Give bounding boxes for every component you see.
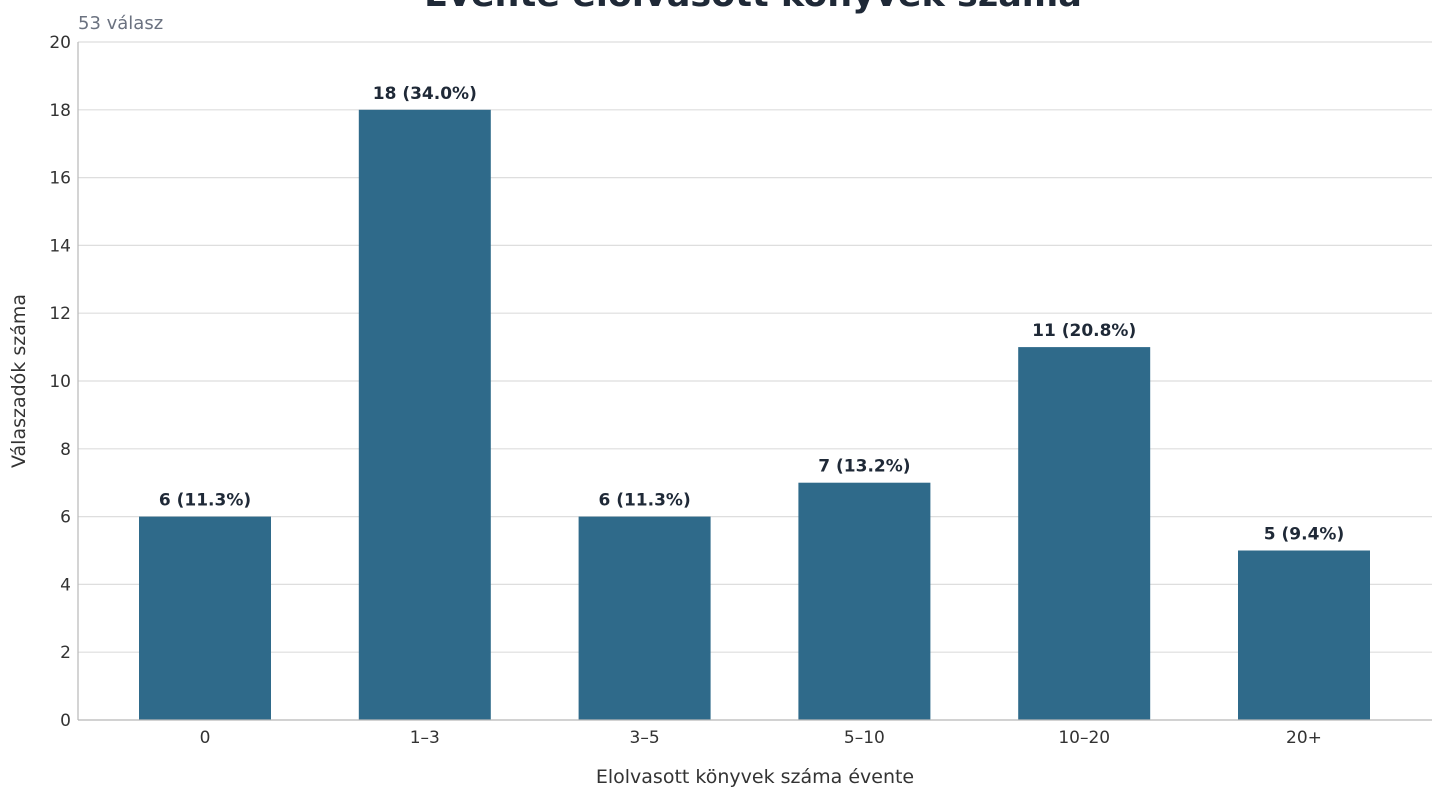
y-tick-label: 2 xyxy=(60,643,71,663)
y-tick-label: 18 xyxy=(49,101,71,121)
y-tick-label: 16 xyxy=(49,169,71,189)
x-tick-label: 0 xyxy=(200,728,211,748)
data-label: 5 (9.4%) xyxy=(1264,525,1344,545)
axes xyxy=(77,42,1432,721)
y-tick-label: 6 xyxy=(60,508,71,528)
chart-subtitle: 53 válasz xyxy=(78,13,163,34)
gridlines xyxy=(78,41,1432,653)
bar xyxy=(358,109,491,721)
y-tick-label: 8 xyxy=(60,440,71,460)
chart-title: Évente elolvasott könyvek száma xyxy=(424,0,1082,15)
y-tick-label: 10 xyxy=(49,372,71,392)
data-label: 6 (11.3%) xyxy=(159,491,251,511)
bar xyxy=(798,482,931,720)
x-tick-labels: 0 1–3 3–5 5–10 10–20 20+ xyxy=(200,728,1322,748)
bar xyxy=(139,516,271,720)
x-tick-label: 20+ xyxy=(1286,728,1322,748)
y-axis-label: Válaszadók száma xyxy=(8,294,30,468)
y-tick-label: 0 xyxy=(60,711,71,731)
y-tick-labels: 0 2 4 6 8 10 12 14 16 18 20 xyxy=(49,33,71,731)
x-tick-label: 3–5 xyxy=(630,728,660,748)
bar xyxy=(1238,550,1370,720)
y-tick-label: 14 xyxy=(49,236,71,256)
bar xyxy=(578,516,711,720)
data-labels: 6 (11.3%) 18 (34.0%) 6 (11.3%) 7 (13.2%) 11 … xyxy=(159,84,1344,545)
y-tick-label: 4 xyxy=(60,575,71,595)
x-axis-label: Elolvasott könyvek száma évente xyxy=(596,766,914,787)
data-label: 6 (11.3%) xyxy=(598,491,690,511)
y-tick-label: 20 xyxy=(49,33,71,53)
x-tick-label: 10–20 xyxy=(1058,728,1110,748)
data-label: 11 (20.8%) xyxy=(1032,321,1136,341)
data-label: 7 (13.2%) xyxy=(818,457,910,477)
x-tick-label: 1–3 xyxy=(410,728,440,748)
bar xyxy=(1018,347,1151,720)
bars xyxy=(139,109,1370,721)
data-label: 18 (34.0%) xyxy=(373,84,477,104)
y-tick-label: 12 xyxy=(49,304,71,324)
x-tick-label: 5–10 xyxy=(844,728,885,748)
